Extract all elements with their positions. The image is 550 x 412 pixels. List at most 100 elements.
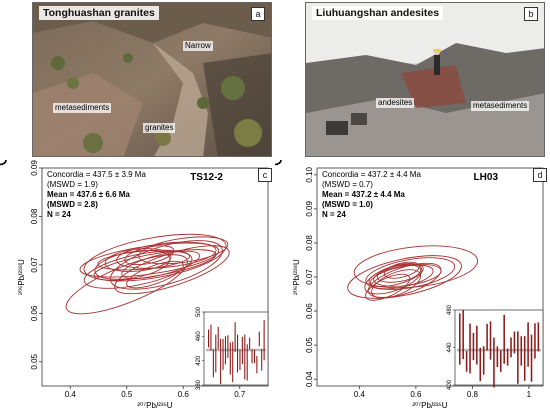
inset-age-bar [244,334,246,380]
inset-age-bar [263,319,265,361]
inset-age-bar [234,322,236,352]
inset-y-tick-label: 440 [447,342,453,353]
inset-age-bar [215,334,217,373]
analysis-ellipse [138,236,229,265]
inset-age-bar [239,350,241,370]
analysis-ellipse [347,255,462,299]
x-axis-title: ²⁰⁷Pb/²³⁵U [137,401,172,410]
inset-age-bar [217,326,219,350]
y-tick-label: 0.06 [30,305,39,321]
y-axis-title: ²⁰⁶Pb/²³⁸U [17,259,26,295]
x-tick-label: 0.8 [467,390,479,399]
inset-age-bar [261,349,263,371]
panel-d-letter: d [533,168,547,182]
inset-age-bar [537,322,540,352]
inset-age-bar [510,337,512,358]
x-tick-label: 1 [527,390,532,399]
outcrop-photo-a [33,3,271,156]
outcrop-photo-b [306,3,544,156]
inset-age-bar [472,332,475,361]
inset-age-bar [534,323,536,359]
inset-age-bar [530,334,533,382]
sample-name: LH03 [474,172,499,183]
inset-age-bar [241,336,243,365]
y-tick-label: 0.09 [305,201,314,217]
y-tick-label: 0.08 [30,208,39,224]
inset-age-bar [496,346,499,367]
analysis-ellipses [65,233,230,315]
inset-age-bar [210,324,212,351]
inset-y-tick-label: 420 [196,355,202,366]
photo-panel-a: Tonghuashan granites a Narrow metasedime… [32,2,272,157]
n-text: N = 24 [47,210,71,219]
inset-age-bar [459,313,461,365]
y-tick-label: 0.05 [30,353,39,369]
concordia-age-ellipse [275,160,282,166]
analysis-ellipse [94,250,171,280]
analysis-ellipse [371,269,422,299]
analysis-ellipse [83,233,227,282]
inset-age-bar [237,334,239,373]
y-tick-label: 0.08 [305,235,314,251]
x-axis-title: ²⁰⁷Pb/²³⁵U [412,401,447,410]
n-text: N = 24 [322,210,346,219]
label-granites: granites [143,123,176,133]
inset-age-bar [224,336,227,365]
analysis-ellipse [121,250,200,280]
inset-age-bar [258,331,260,347]
photo-panel-b: Liuhuangshan andesites b andesites metas… [305,2,545,157]
inset-age-bar [493,337,495,388]
label-metasediments-b: metasediments [471,101,530,111]
inset-age-bar [222,338,224,370]
inset-age-bar [229,342,231,375]
y-tick-label: 0.07 [305,269,314,285]
inset-age-bar [212,349,214,378]
analysis-ellipse [65,254,188,315]
concordia-age-text: Concordia = 437.2 ± 4.4 Ma [322,170,421,179]
label-andesites: andesites [376,98,415,108]
inset-age-bar [482,346,485,375]
inset-y-tick-label: 500 [196,306,202,317]
inset-age-bar [465,351,468,372]
inset-age-bar [500,350,502,373]
inset-age-bar [476,325,478,365]
concordia-age-text: Concordia = 437.5 ± 3.9 Ma [47,170,146,179]
chart-panel-d: 0.4 0.6 0.8 1 0.04 0.05 0.06 0.07 0.08 0.09 0.10 ²⁰… [275,160,550,412]
analysis-ellipse [83,250,193,289]
analysis-ellipse [116,241,217,269]
x-tick-label: 0.4 [354,390,366,399]
inset-age-bar [503,314,505,364]
inset-age-bar [220,338,222,384]
inset-frame [454,309,544,386]
x-tick-label: 0.6 [178,390,190,399]
mean-mswd-text: (MSWD = 2.8) [47,200,98,209]
inset-age-bar [520,336,523,366]
analysis-ellipse [353,245,479,289]
inset-age-bar [479,347,482,382]
mean-age-text: Mean = 437.2 ± 4.4 Ma [322,190,405,199]
y-tick-label: 0.05 [305,337,314,353]
inset-age-bar [251,349,253,364]
analysis-ellipse [365,273,411,301]
inset-age-bar [253,349,256,364]
panel-a-title: Tonghuashan granites [39,6,159,20]
label-metasediments-a: metasediments [53,103,112,113]
panel-b-title: Liuhuangshan andesites [312,6,444,20]
inset-age-bar [227,335,229,358]
analysis-ellipse [124,245,175,266]
concordia-chart-c: 0.4 0.5 0.6 0.7 0.05 0.06 0.07 0.08 0.09 ²⁰⁷Pb/²³… [0,160,269,410]
concordia-chart-d: 0.4 0.6 0.8 1 0.04 0.05 0.06 0.07 0.08 0.09 0.10 ²⁰… [275,160,544,410]
x-tick-label: 0.5 [121,390,133,399]
y-tick-label: 0.09 [30,160,39,176]
concordia-mswd-text: (MSWD = 1.9) [47,180,98,189]
inset-age-bar [462,309,464,360]
inset-age-bar [513,331,516,354]
mean-mswd-text: (MSWD = 1.0) [322,200,373,209]
analysis-ellipse [369,264,434,290]
inset-age-bar [489,321,492,360]
inset-age-bar [486,323,488,351]
y-axis-title: ²⁰⁶Pb/²³⁸U [292,259,301,295]
analysis-ellipse [383,261,420,279]
inset-age-bar [469,323,471,374]
analysis-ellipse [126,260,184,289]
